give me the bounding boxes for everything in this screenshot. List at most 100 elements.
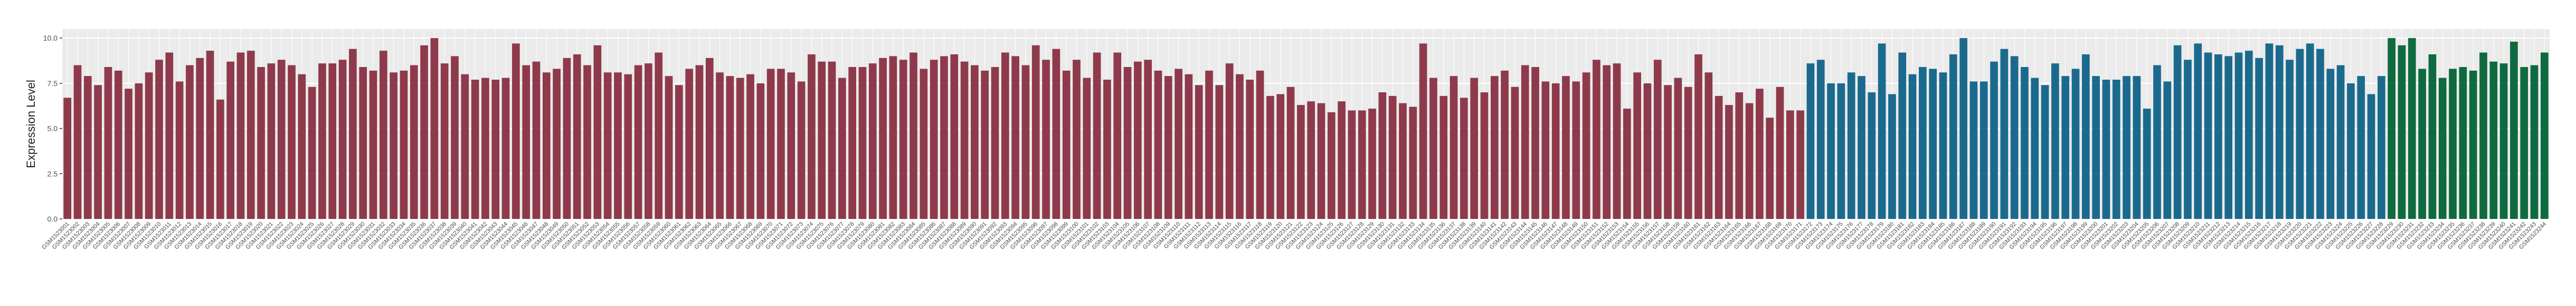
- bar: [1195, 85, 1203, 219]
- bar: [848, 67, 856, 219]
- bar: [1031, 45, 1040, 219]
- bar: [1246, 80, 1254, 219]
- bar: [1715, 95, 1723, 219]
- bar: [624, 74, 632, 219]
- bar: [1368, 108, 1376, 219]
- bar: [2184, 60, 2192, 219]
- bar: [1001, 52, 1009, 219]
- bar: [1643, 83, 1652, 219]
- bar: [2398, 45, 2406, 219]
- bar: [328, 63, 337, 219]
- bar: [2102, 80, 2110, 219]
- bar: [267, 63, 276, 219]
- bar: [1735, 92, 1744, 219]
- bar: [196, 58, 204, 219]
- y-tick-label: 7.5: [48, 79, 58, 88]
- bar: [2051, 63, 2059, 219]
- bar: [216, 99, 224, 219]
- bar: [1959, 38, 1967, 219]
- bar: [186, 65, 194, 219]
- bar: [1674, 78, 1682, 219]
- bar: [1531, 67, 1539, 219]
- bar: [298, 74, 306, 219]
- bar: [155, 60, 163, 219]
- bar: [135, 83, 143, 219]
- bar: [2194, 43, 2202, 219]
- bar: [379, 51, 387, 219]
- bar: [1684, 87, 1692, 219]
- bar: [2326, 69, 2335, 219]
- bar: [440, 63, 449, 219]
- bar: [1858, 76, 1865, 219]
- bar: [2112, 80, 2120, 219]
- bar: [1011, 56, 1019, 219]
- bar: [1378, 92, 1387, 219]
- bar: [960, 61, 969, 219]
- bar: [2286, 60, 2294, 219]
- bar: [838, 78, 846, 219]
- bar: [828, 61, 836, 219]
- bar: [1613, 63, 1621, 219]
- bar: [1949, 54, 1957, 219]
- bar: [1185, 74, 1193, 219]
- bar: [73, 65, 82, 219]
- bar: [705, 58, 714, 219]
- bar: [359, 67, 367, 219]
- bar: [889, 56, 897, 219]
- bar: [1205, 70, 1213, 219]
- bar: [1073, 60, 1081, 219]
- bar: [756, 83, 765, 219]
- bar: [277, 60, 286, 219]
- bar: [634, 65, 642, 219]
- bar: [1603, 65, 1611, 219]
- bar: [1572, 81, 1580, 219]
- bar: [2021, 67, 2029, 219]
- bar: [797, 81, 806, 219]
- bar: [2214, 54, 2222, 219]
- y-axis-label: Expression Level: [24, 80, 37, 168]
- bar: [1429, 78, 1437, 219]
- bar: [522, 65, 531, 219]
- bar: [1694, 54, 1702, 219]
- bar: [1562, 76, 1570, 219]
- bar: [104, 67, 112, 219]
- bar: [1745, 103, 1754, 219]
- bar: [1786, 110, 1794, 219]
- bar: [1042, 60, 1050, 219]
- bar: [491, 80, 500, 219]
- y-tick-label: 0.0: [48, 215, 58, 223]
- bar: [1052, 49, 1060, 219]
- bar: [308, 87, 316, 219]
- bar: [1490, 76, 1499, 219]
- bar: [685, 69, 693, 219]
- bar: [1929, 69, 1937, 219]
- bar: [2296, 49, 2304, 219]
- bar: [655, 52, 663, 219]
- bar: [1276, 94, 1285, 219]
- bar: [1837, 83, 1845, 219]
- bar: [94, 85, 102, 219]
- bar: [2306, 43, 2314, 219]
- bar: [2092, 76, 2100, 219]
- bar: [2499, 63, 2508, 219]
- bar: [1021, 65, 1030, 219]
- bar: [1806, 63, 1815, 219]
- bar: [2234, 52, 2243, 219]
- bar: [1827, 83, 1835, 219]
- bar: [981, 70, 989, 219]
- y-tick-label: 5.0: [48, 125, 58, 133]
- bar: [2255, 58, 2263, 219]
- bar: [236, 52, 245, 219]
- bar: [338, 60, 347, 219]
- bar: [1409, 107, 1417, 219]
- bar: [2347, 83, 2355, 219]
- bar: [971, 65, 979, 219]
- bar: [1541, 81, 1550, 219]
- bar: [461, 74, 469, 219]
- bar: [645, 63, 652, 219]
- bar: [2418, 69, 2426, 219]
- bar: [1868, 92, 1876, 219]
- bar: [501, 78, 510, 219]
- bar: [2081, 54, 2090, 219]
